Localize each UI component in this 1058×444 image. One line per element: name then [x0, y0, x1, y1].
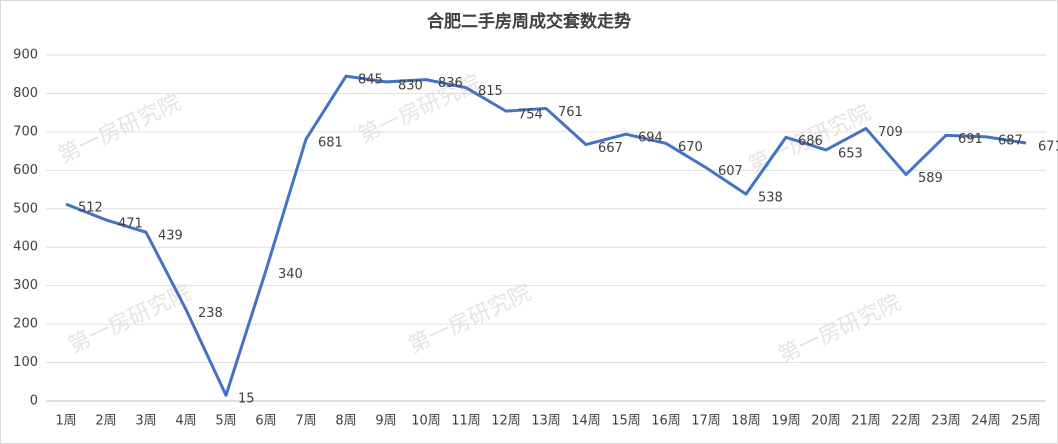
- x-tick-label: 18周: [731, 414, 761, 429]
- y-tick-label: 100: [13, 355, 38, 370]
- x-tick-label: 4周: [175, 414, 196, 429]
- data-label: 238: [198, 306, 223, 321]
- y-tick-label: 400: [13, 240, 38, 255]
- x-tick-label: 8周: [335, 414, 356, 429]
- x-tick-label: 25周: [1011, 414, 1041, 429]
- data-label: 653: [838, 146, 863, 161]
- data-label: 589: [918, 171, 943, 186]
- y-tick-label: 0: [30, 394, 38, 409]
- data-label: 670: [678, 140, 703, 155]
- data-label: 836: [438, 76, 463, 91]
- x-tick-label: 13周: [531, 414, 561, 429]
- x-tick-label: 9周: [375, 414, 396, 429]
- x-tick-label: 15周: [611, 414, 641, 429]
- data-label: 538: [758, 191, 783, 206]
- x-tick-label: 7周: [295, 414, 316, 429]
- x-tick-label: 12周: [491, 414, 521, 429]
- y-tick-label: 200: [13, 317, 38, 332]
- x-tick-label: 24周: [971, 414, 1001, 429]
- x-tick-label: 21周: [851, 414, 881, 429]
- y-tick-label: 300: [13, 278, 38, 293]
- data-label: 845: [358, 73, 383, 88]
- y-tick-label: 800: [13, 86, 38, 101]
- data-label: 667: [598, 141, 623, 156]
- x-tick-label: 20周: [811, 414, 841, 429]
- x-tick-label: 3周: [135, 414, 156, 429]
- data-label: 830: [398, 78, 423, 93]
- data-label: 471: [118, 216, 143, 231]
- data-label: 340: [278, 267, 303, 282]
- data-label: 671: [1038, 140, 1058, 155]
- y-tick-label: 900: [13, 48, 38, 63]
- data-label: 709: [878, 125, 903, 140]
- x-tick-label: 6周: [255, 414, 276, 429]
- x-tick-label: 23周: [931, 414, 961, 429]
- x-tick-label: 17周: [691, 414, 721, 429]
- data-label: 512: [78, 201, 103, 216]
- data-label: 694: [638, 131, 663, 146]
- x-tick-label: 11周: [451, 414, 481, 429]
- y-tick-label: 500: [13, 201, 38, 216]
- data-label: 815: [478, 84, 503, 99]
- data-label: 691: [958, 132, 983, 147]
- data-label: 439: [158, 229, 183, 244]
- data-label: 686: [798, 134, 823, 149]
- data-label: 687: [998, 133, 1023, 148]
- x-tick-label: 19周: [771, 414, 801, 429]
- data-label: 761: [558, 105, 583, 120]
- x-tick-label: 22周: [891, 414, 921, 429]
- x-tick-label: 2周: [95, 414, 116, 429]
- data-label: 681: [318, 136, 343, 151]
- chart-title: 合肥二手房周成交套数走势: [427, 11, 631, 32]
- data-label: 607: [718, 164, 743, 179]
- data-label: 754: [518, 108, 543, 123]
- data-label: 15: [238, 392, 255, 407]
- x-tick-label: 16周: [651, 414, 681, 429]
- x-tick-label: 1周: [55, 414, 76, 429]
- line-series: [65, 74, 1027, 397]
- x-tick-label: 10周: [411, 414, 441, 429]
- y-tick-label: 700: [13, 124, 38, 139]
- x-tick-label: 5周: [215, 414, 236, 429]
- x-tick-label: 14周: [571, 414, 601, 429]
- y-tick-label: 600: [13, 163, 38, 178]
